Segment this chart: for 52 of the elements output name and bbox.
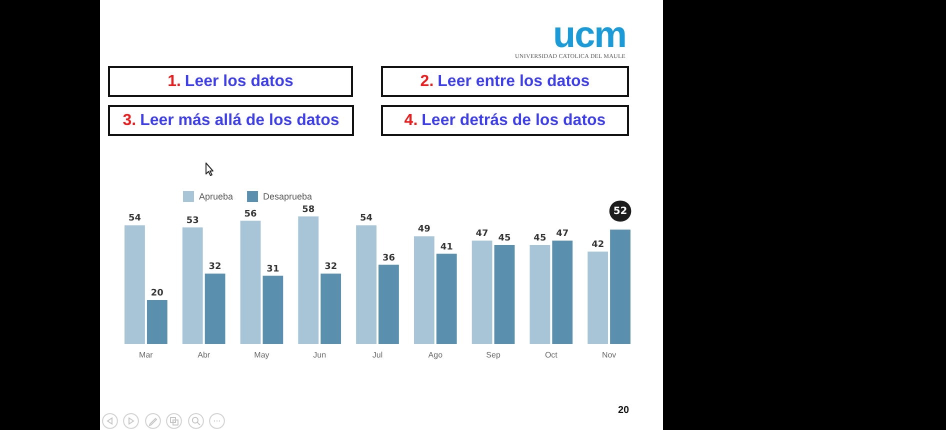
bar [472,240,492,344]
x-tick-label: Ago [428,350,444,360]
data-label: 58 [302,204,315,215]
bar [530,245,550,344]
x-tick-label: Abr [198,350,210,360]
text: 1. Leer los datos [168,72,294,90]
data-label: 36 [382,253,395,264]
data-label: 41 [440,242,453,252]
bar [320,274,342,344]
bar [124,225,145,344]
bar [610,230,630,344]
bar [262,276,284,344]
data-label: 47 [476,229,488,240]
bar [204,274,226,344]
bar [378,264,399,344]
x-tick-label: Nov [602,350,616,360]
bar [588,252,608,344]
text: 20 [618,405,630,416]
data-label: 47 [556,229,569,240]
data-label: 31 [266,264,280,274]
text: 2. Leer entre los datos [420,72,590,90]
data-label: 49 [418,224,430,235]
bar [414,236,434,344]
x-tick-label: Oct [544,350,558,360]
bar [356,225,376,344]
legend-label: Desaprueba [263,192,312,202]
x-tick-label: Jun [313,350,326,360]
data-label: 32 [208,262,222,272]
bar [182,227,203,344]
x-tick-label: Sep [486,350,501,360]
data-label: 54 [128,214,141,224]
bar [494,245,515,344]
bar [146,300,168,344]
bar [240,220,261,344]
x-tick-label: Mar [139,350,154,360]
text: 4. Leer detrás de los datos [404,112,606,130]
x-tick-label: May [254,350,270,360]
data-label: 45 [534,234,546,244]
data-label: 56 [244,209,257,220]
bar [298,216,319,344]
bar [552,240,573,344]
x-tick-label: Jul [372,350,383,360]
data-label: 42 [592,240,604,250]
bar [436,254,457,344]
data-label: 54 [360,214,373,224]
data-label: 53 [186,216,199,226]
data-label: 45 [498,234,511,244]
text: 3. Leer más allá de los datos [122,112,340,130]
data-label: 20 [150,288,164,298]
annotation: 52 [613,206,628,218]
legend-label: Aprueba [199,192,234,202]
data-label: 32 [324,262,338,272]
